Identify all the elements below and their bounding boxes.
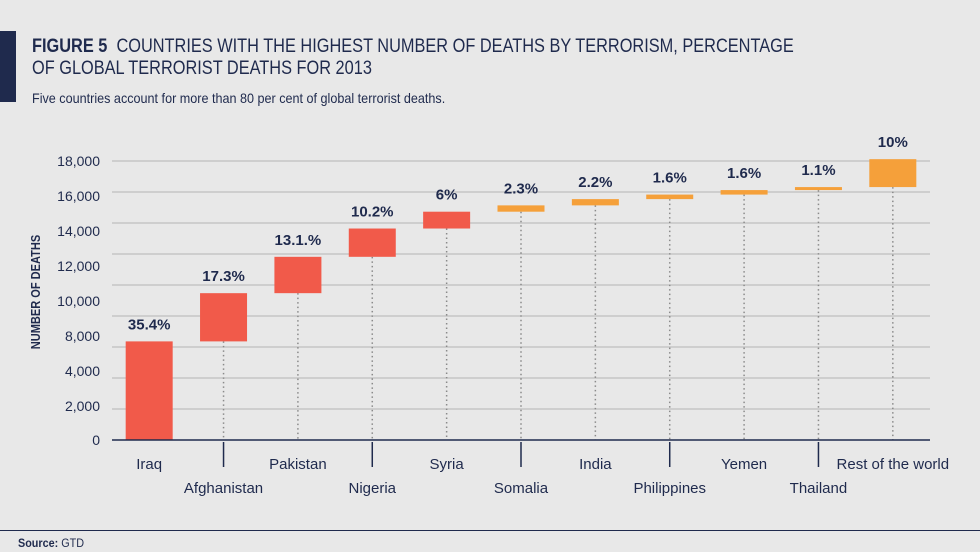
y-tick-label: 18,000	[57, 153, 100, 169]
figure-title: FIGURE 5 COUNTRIES WITH THE HIGHEST NUMB…	[32, 36, 806, 80]
x-tick-label: Rest of the world	[837, 456, 950, 473]
source-label: Source:	[18, 536, 59, 550]
x-tick-label: India	[579, 456, 612, 473]
data-label: 17.3%	[202, 268, 245, 285]
bar-somalia	[497, 205, 545, 212]
x-tick-label: Afghanistan	[184, 480, 263, 497]
bar-nigeria	[348, 228, 396, 257]
data-label: 6%	[436, 187, 458, 204]
data-label: 2.3%	[504, 180, 538, 197]
title-line-2: OF GLOBAL TERRORIST DEATHS FOR 2013	[32, 58, 372, 79]
bar-philippines	[646, 194, 694, 200]
figure-number: FIGURE 5	[32, 36, 108, 57]
bar-yemen	[720, 190, 768, 195]
title-accent-bar	[0, 31, 16, 102]
source-note: Source: GTD	[18, 536, 84, 550]
y-tick-label: 12,000	[57, 258, 100, 274]
data-label: 1.6%	[653, 170, 687, 187]
x-tick-label: Philippines	[633, 480, 706, 497]
waterfall-chart: 0 2,000 4,000 8,000 10,000 12,000 14,000 16,000…	[28, 134, 950, 497]
x-tick-label: Thailand	[790, 480, 848, 497]
y-tick-label: 0	[92, 432, 100, 448]
bar-india	[571, 199, 619, 206]
y-tick-label: 16,000	[57, 188, 100, 204]
footer-rule	[0, 530, 980, 531]
y-axis-title: NUMBER OF DEATHS	[28, 235, 43, 349]
y-tick-label: 8,000	[65, 328, 100, 344]
data-label: 13.1.%	[275, 232, 322, 249]
x-tick-label: Yemen	[721, 456, 767, 473]
x-tick-label: Syria	[430, 456, 465, 473]
y-tick-label: 10,000	[57, 293, 100, 309]
bar-rest-of-the-world	[869, 159, 917, 188]
bar-thailand	[794, 187, 842, 191]
data-label: 10%	[878, 134, 908, 151]
x-tick-label: Pakistan	[269, 456, 327, 473]
data-label: 1.6%	[727, 165, 761, 182]
bar-syria	[423, 211, 471, 229]
source-value: GTD	[61, 536, 85, 550]
y-tick-label: 14,000	[57, 223, 100, 239]
x-tick-label: Nigeria	[349, 480, 397, 497]
bar-afghanistan	[200, 293, 248, 342]
y-tick-label: 4,000	[65, 363, 100, 379]
data-label: 1.1%	[801, 162, 835, 179]
y-tick-label: 2,000	[65, 398, 100, 414]
data-label: 10.2%	[351, 204, 394, 221]
title-line-1: COUNTRIES WITH THE HIGHEST NUMBER OF DEA…	[116, 36, 794, 57]
x-tick-label: Iraq	[136, 456, 162, 473]
data-label: 35.4%	[128, 316, 171, 333]
bar-iraq	[125, 341, 173, 440]
bar-pakistan	[274, 256, 322, 294]
figure-subtitle: Five countries account for more than 80 …	[32, 90, 446, 106]
data-label: 2.2%	[578, 174, 612, 191]
x-tick-label: Somalia	[494, 480, 549, 497]
